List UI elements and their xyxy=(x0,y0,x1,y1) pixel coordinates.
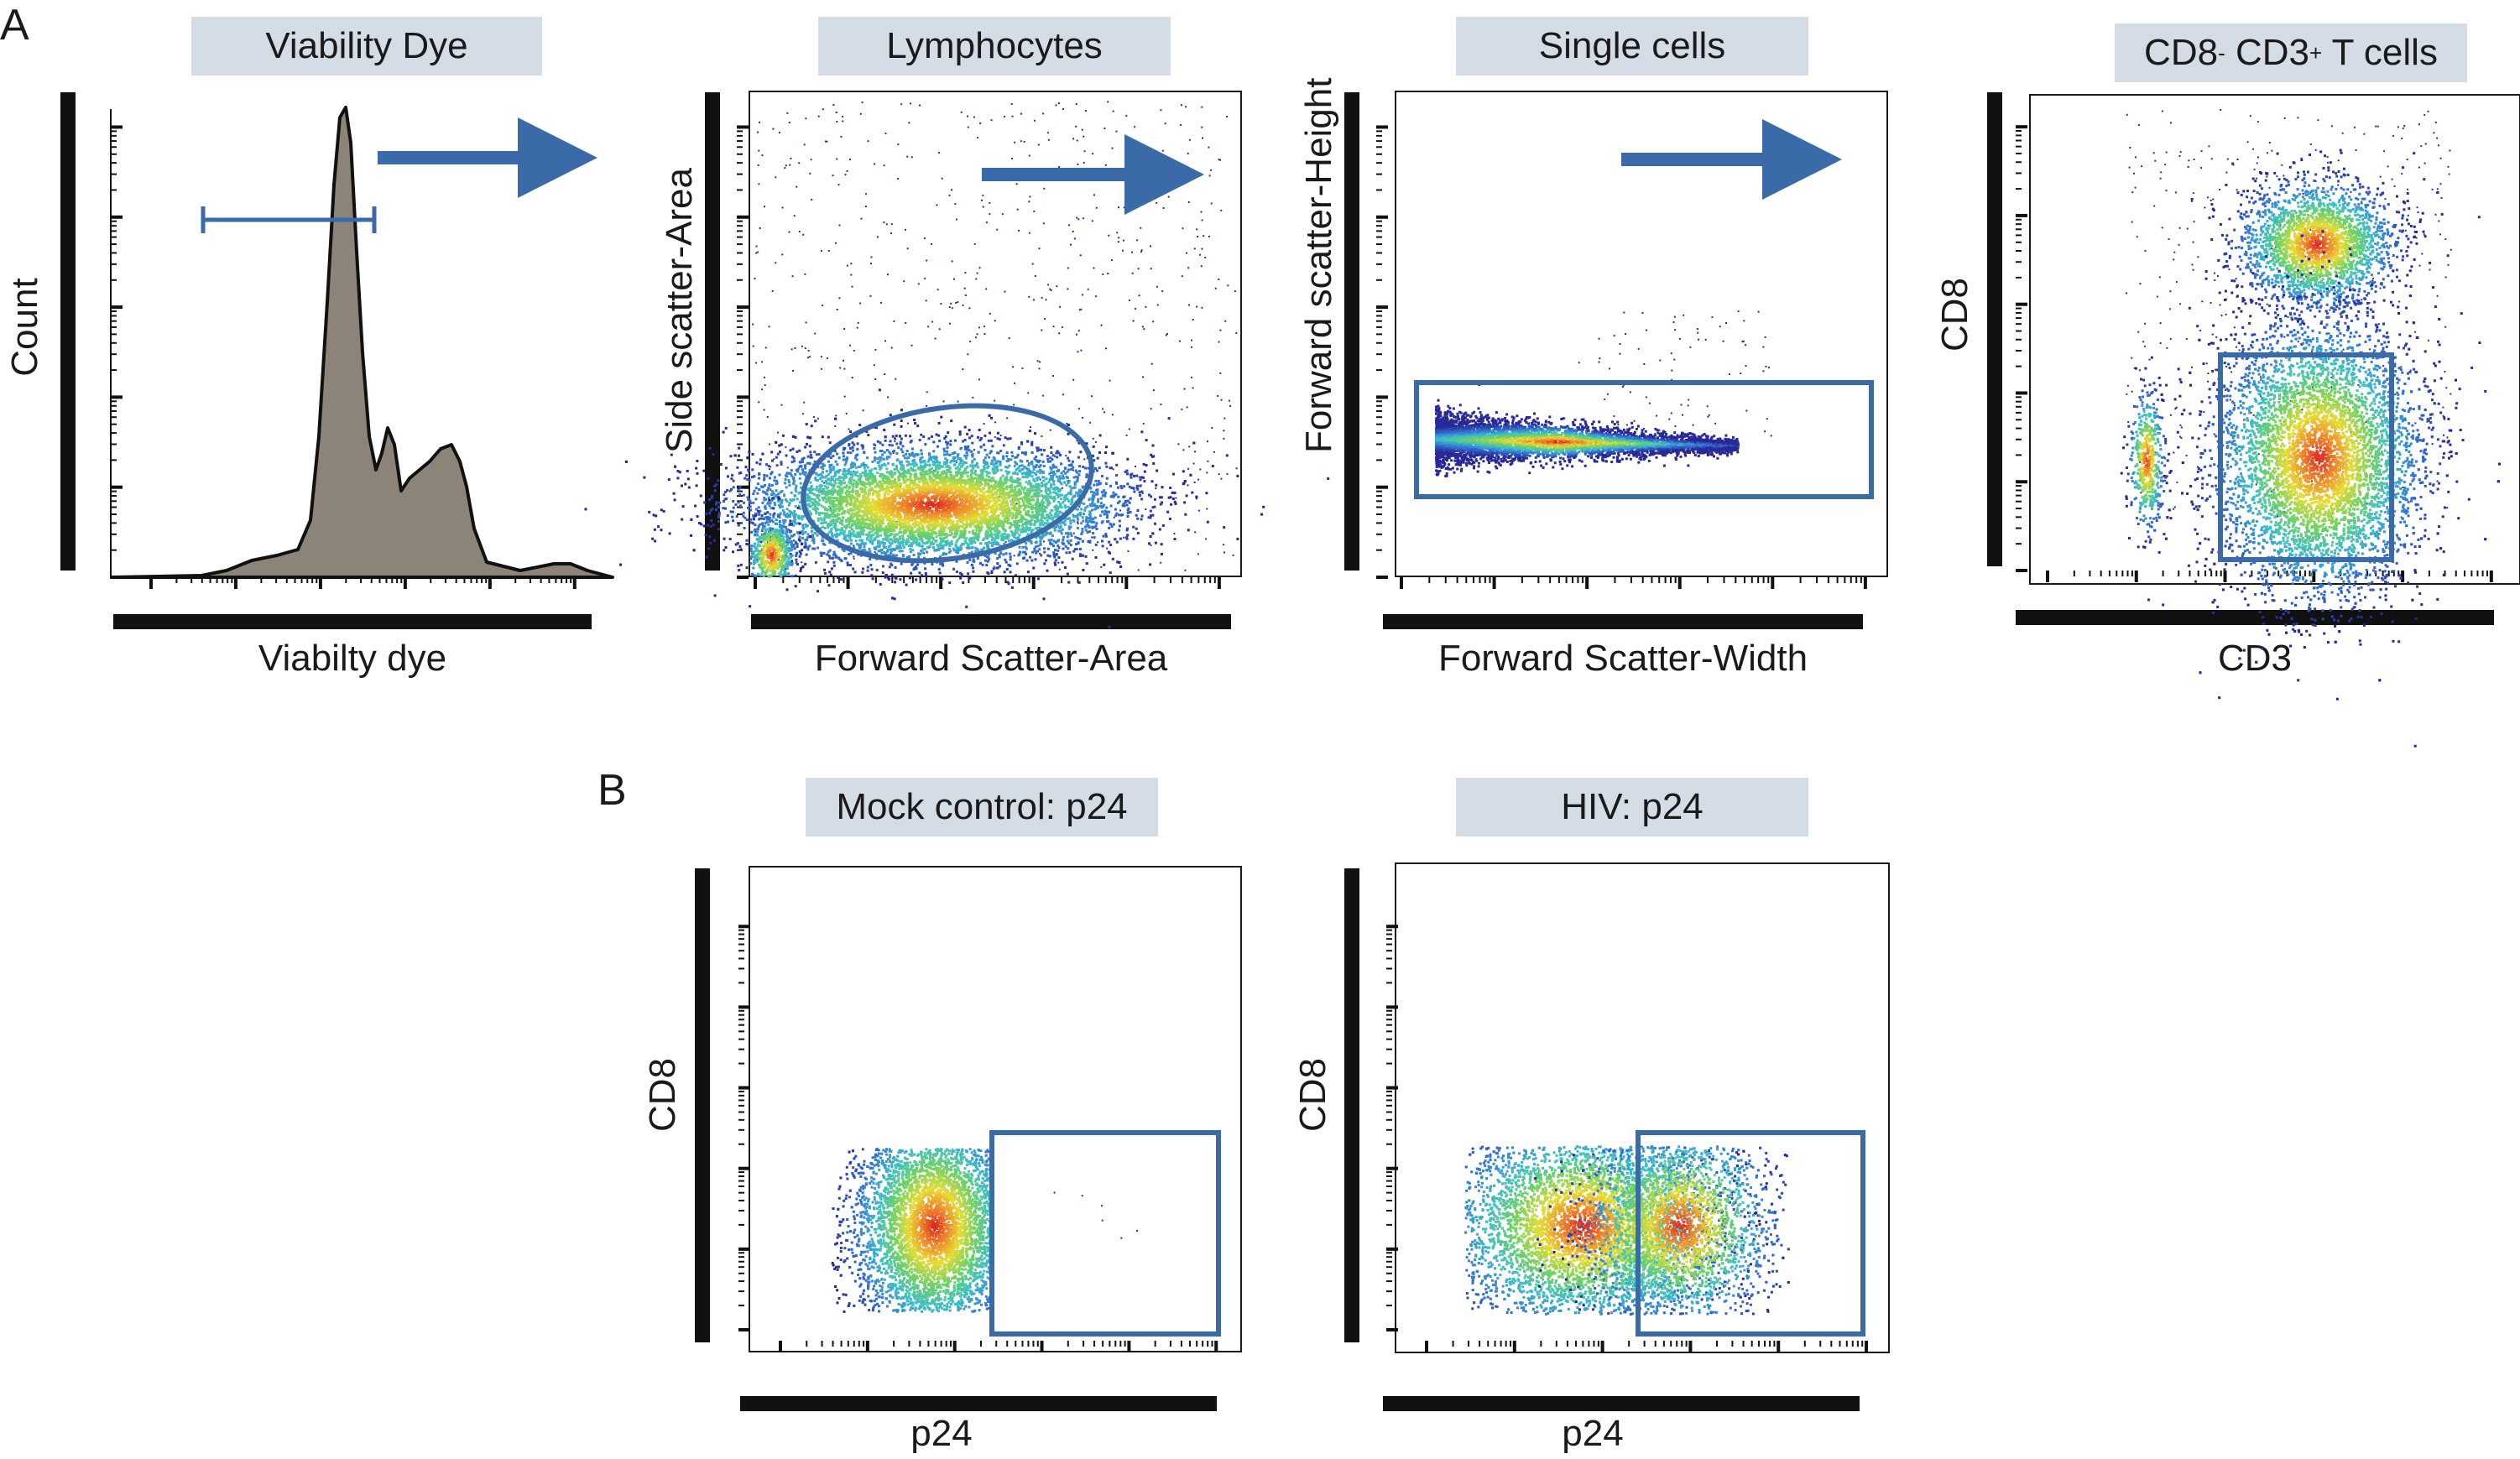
plot1-arrow xyxy=(378,117,597,198)
plot4-cd3-negative-cloud xyxy=(2121,367,2172,607)
plot5-sparse-events xyxy=(1054,1192,1138,1239)
plot6-x-ticks xyxy=(1427,1341,1866,1352)
plot3-singlet-cloud xyxy=(1435,383,1740,477)
plot5-mock-cloud xyxy=(832,1148,994,1313)
mock-p24-gate xyxy=(992,1133,1218,1334)
plot4-x-ticks xyxy=(2048,571,2491,582)
plot5-y-ticks xyxy=(738,926,750,1330)
plot1-x-ticks xyxy=(151,577,575,589)
plot2-lymphocyte-cloud xyxy=(585,388,1330,628)
plot2-arrow xyxy=(982,134,1204,215)
plot3-x-ticks xyxy=(1401,577,1865,589)
plot3-arrow xyxy=(1621,119,1842,200)
plot2-x-ticks xyxy=(755,577,1219,589)
plot4-y-ticks xyxy=(2016,127,2027,571)
plot6-y-ticks xyxy=(1386,926,1398,1330)
plot3-y-ticks xyxy=(1376,127,1388,577)
plot1-y-ticks xyxy=(111,127,123,577)
plot4-cd8-positive-cloud xyxy=(2189,149,2481,354)
plot2-y-ticks xyxy=(737,127,749,577)
plot3-sparse-events xyxy=(1578,310,1772,436)
plot5-x-ticks xyxy=(780,1341,1216,1352)
plots-graphics xyxy=(0,0,2520,1459)
